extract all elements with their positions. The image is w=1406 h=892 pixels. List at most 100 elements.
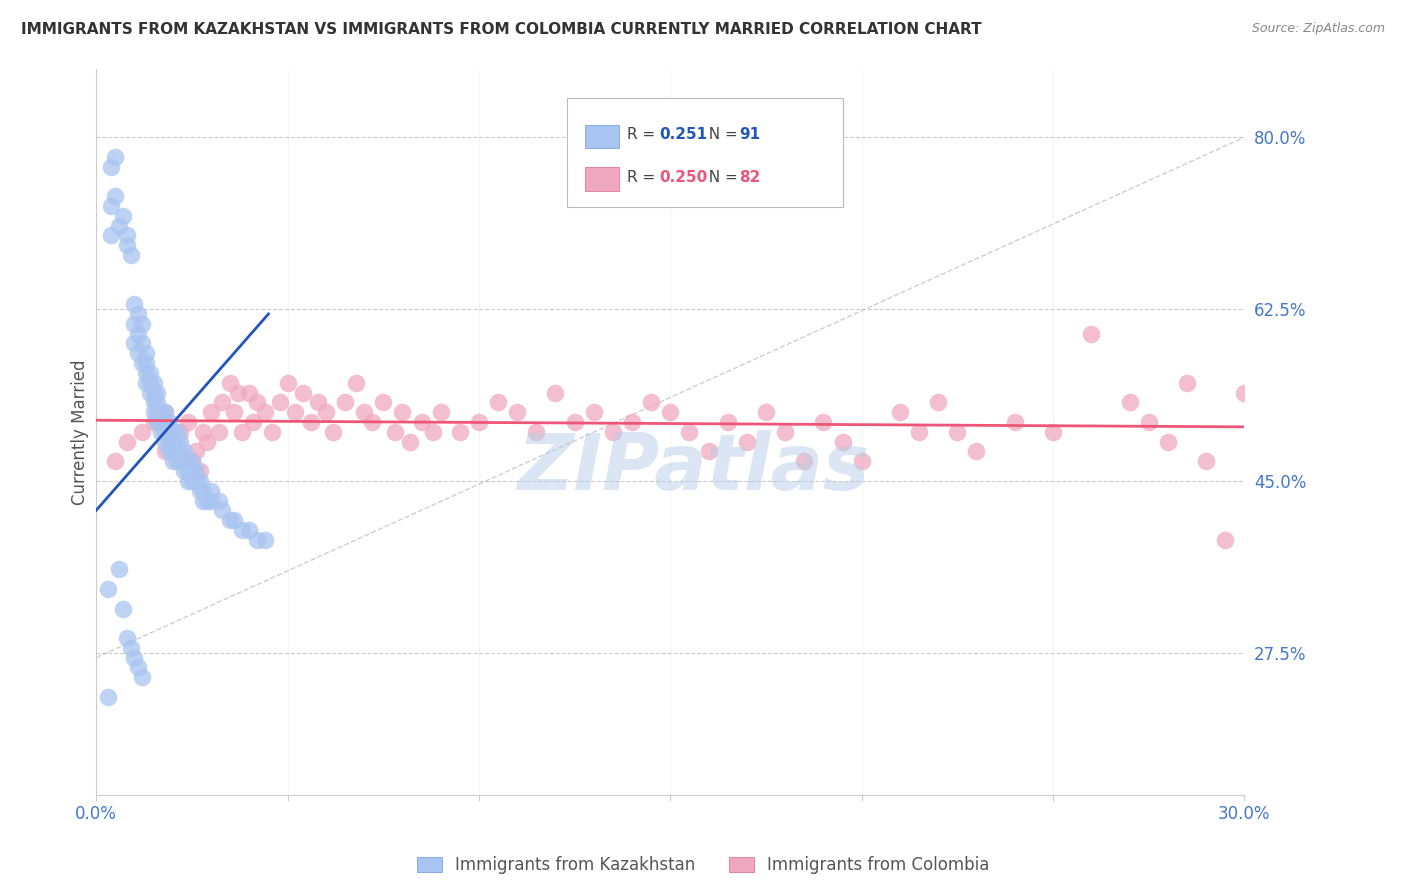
Point — [238, 385, 260, 400]
Point — [333, 395, 356, 409]
Point — [231, 425, 253, 439]
Point — [299, 415, 322, 429]
Point — [131, 425, 153, 439]
Point — [486, 395, 509, 409]
Point — [889, 405, 911, 419]
Point — [135, 346, 157, 360]
Text: IMMIGRANTS FROM KAZAKHSTAN VS IMMIGRANTS FROM COLOMBIA CURRENTLY MARRIED CORRELA: IMMIGRANTS FROM KAZAKHSTAN VS IMMIGRANTS… — [21, 22, 981, 37]
Point — [544, 385, 567, 400]
Point — [222, 513, 245, 527]
Point — [353, 405, 375, 419]
Y-axis label: Currently Married: Currently Married — [72, 359, 89, 505]
Point — [157, 425, 180, 439]
Point — [1080, 326, 1102, 341]
Point — [211, 395, 233, 409]
Point — [384, 425, 406, 439]
Point — [100, 160, 122, 174]
Point — [124, 297, 146, 311]
Point — [793, 454, 815, 468]
Point — [640, 395, 662, 409]
Point — [169, 444, 191, 458]
Text: N =: N = — [699, 170, 742, 185]
Point — [169, 434, 191, 449]
Text: 0.250: 0.250 — [659, 170, 707, 185]
Point — [104, 454, 127, 468]
Point — [135, 356, 157, 370]
Point — [253, 405, 276, 419]
Point — [429, 405, 451, 419]
Point — [100, 199, 122, 213]
Point — [127, 307, 149, 321]
Point — [564, 415, 586, 429]
Point — [360, 415, 382, 429]
Point — [1213, 533, 1236, 547]
Point — [166, 454, 188, 468]
Point — [322, 425, 344, 439]
Point — [166, 425, 188, 439]
Point — [146, 405, 169, 419]
Point — [108, 562, 131, 576]
Point — [222, 405, 245, 419]
Point — [173, 464, 195, 478]
Point — [188, 483, 211, 498]
Point — [200, 483, 222, 498]
Point — [111, 601, 134, 615]
Point — [166, 444, 188, 458]
Point — [104, 150, 127, 164]
Point — [153, 425, 176, 439]
Point — [242, 415, 264, 429]
Point — [97, 582, 120, 596]
Point — [127, 346, 149, 360]
Point — [188, 464, 211, 478]
Point — [162, 434, 184, 449]
Point — [449, 425, 471, 439]
Point — [131, 356, 153, 370]
Point — [399, 434, 422, 449]
Text: ZIPatlas: ZIPatlas — [517, 430, 869, 506]
Point — [315, 405, 337, 419]
Point — [169, 425, 191, 439]
Point — [524, 425, 547, 439]
Point — [697, 444, 720, 458]
Point — [735, 434, 758, 449]
Point — [153, 434, 176, 449]
Point — [346, 376, 368, 390]
FancyBboxPatch shape — [585, 125, 619, 148]
Point — [208, 493, 231, 508]
Point — [506, 405, 529, 419]
Point — [173, 444, 195, 458]
Point — [177, 474, 200, 488]
Point — [246, 395, 269, 409]
Point — [946, 425, 969, 439]
Text: R =: R = — [627, 128, 659, 143]
Point — [231, 523, 253, 537]
Point — [115, 631, 138, 645]
Point — [157, 434, 180, 449]
Point — [422, 425, 444, 439]
Point — [180, 454, 202, 468]
Point — [177, 464, 200, 478]
Point — [219, 513, 242, 527]
Point — [115, 434, 138, 449]
Point — [180, 454, 202, 468]
Point — [1137, 415, 1160, 429]
Point — [153, 405, 176, 419]
Point — [659, 405, 682, 419]
Point — [142, 376, 165, 390]
Point — [1175, 376, 1198, 390]
Point — [108, 219, 131, 233]
Point — [180, 474, 202, 488]
Point — [211, 503, 233, 517]
Point — [621, 415, 644, 429]
Point — [135, 376, 157, 390]
Point — [162, 425, 184, 439]
Point — [851, 454, 873, 468]
Point — [755, 405, 778, 419]
Point — [195, 493, 218, 508]
Point — [966, 444, 988, 458]
FancyBboxPatch shape — [585, 168, 619, 191]
Point — [127, 326, 149, 341]
Point — [180, 464, 202, 478]
FancyBboxPatch shape — [567, 97, 842, 207]
Legend: Immigrants from Kazakhstan, Immigrants from Colombia: Immigrants from Kazakhstan, Immigrants f… — [412, 851, 994, 880]
